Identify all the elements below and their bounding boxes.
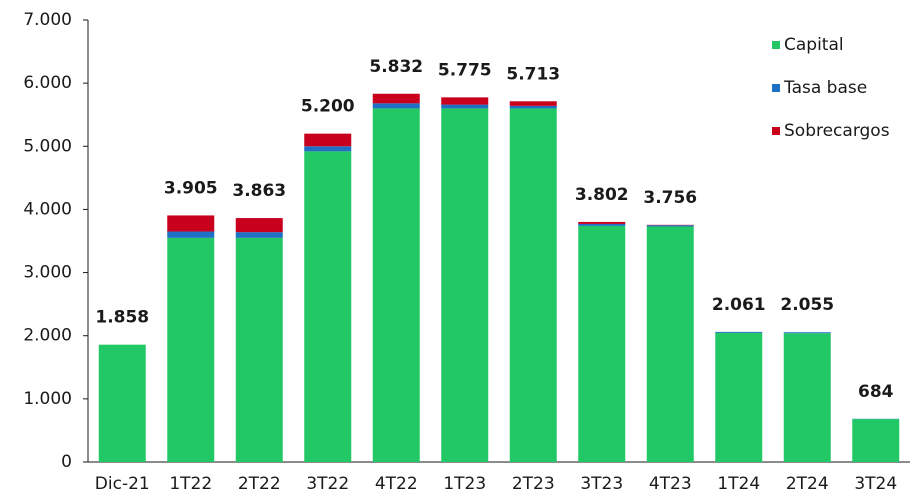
total-label: 5.713 (506, 64, 560, 84)
y-tick-label: 7.000 (23, 10, 72, 30)
x-tick-label: 4T23 (649, 474, 692, 494)
total-label: 684 (858, 382, 894, 402)
x-tick-label: 2T23 (512, 474, 555, 494)
bar-segment (372, 108, 420, 463)
total-label: 3.756 (643, 188, 697, 208)
legend-swatch (772, 127, 780, 135)
legend-label: Tasa base (783, 78, 867, 98)
bar-segment (509, 105, 557, 109)
y-tick-label: 6.000 (23, 73, 72, 93)
bar-segment (578, 221, 626, 224)
bar-segment (441, 104, 489, 109)
bar-segment (167, 215, 215, 232)
bar-segment (783, 332, 831, 334)
x-tick-label: 1T23 (443, 474, 486, 494)
legend-label: Sobrecargos (784, 121, 890, 141)
y-tick-label: 0 (61, 452, 72, 472)
x-tick-label: 3T23 (580, 474, 623, 494)
legend-label: Capital (784, 35, 844, 55)
y-tick-label: 5.000 (23, 136, 72, 156)
bar-segment (372, 103, 420, 109)
bar-segment (715, 331, 763, 333)
bar-segment (715, 332, 763, 462)
bar-segment (578, 223, 626, 226)
bar-segment (509, 101, 557, 106)
bar-segment (98, 344, 146, 462)
x-tick-label: 2T22 (238, 474, 281, 494)
bar-segment (646, 226, 694, 462)
y-tick-label: 4.000 (23, 199, 72, 219)
bar-segment (235, 232, 283, 238)
bar-segment (578, 225, 626, 462)
x-tick-label: 3T24 (854, 474, 897, 494)
total-label: 3.863 (232, 181, 286, 201)
bar-segment (852, 419, 900, 462)
bar-segment (304, 146, 352, 152)
total-label: 5.775 (438, 60, 492, 80)
x-tick-label: 1T22 (169, 474, 212, 494)
legend-swatch (772, 84, 780, 92)
total-label: 3.905 (164, 178, 218, 198)
x-tick-label: 1T24 (717, 474, 760, 494)
total-label: 5.832 (369, 57, 423, 77)
x-tick-label: 3T22 (306, 474, 349, 494)
total-label: 5.200 (301, 97, 355, 117)
bar-segment (509, 108, 557, 463)
bar-segment (235, 218, 283, 233)
legend-swatch (772, 41, 780, 49)
total-label: 2.055 (780, 295, 834, 315)
bar-segment (304, 151, 352, 462)
bar-segment (167, 237, 215, 462)
y-tick-label: 3.000 (23, 263, 72, 283)
total-label: 2.061 (712, 295, 766, 315)
total-label: 3.802 (575, 185, 629, 205)
bar-segment (235, 237, 283, 462)
total-label: 1.858 (95, 308, 149, 328)
bar-segment (304, 133, 352, 147)
bar-segment (167, 231, 215, 238)
bar-segment (646, 225, 694, 227)
x-tick-label: 2T24 (786, 474, 829, 494)
x-tick-label: 4T22 (375, 474, 418, 494)
y-tick-label: 2.000 (23, 326, 72, 346)
bar-segment (441, 97, 489, 105)
y-tick-label: 1.000 (23, 389, 72, 409)
bar-segment (441, 108, 489, 463)
x-tick-label: Dic-21 (95, 474, 150, 494)
bar-segment (372, 93, 420, 104)
bar-segment (783, 333, 831, 462)
